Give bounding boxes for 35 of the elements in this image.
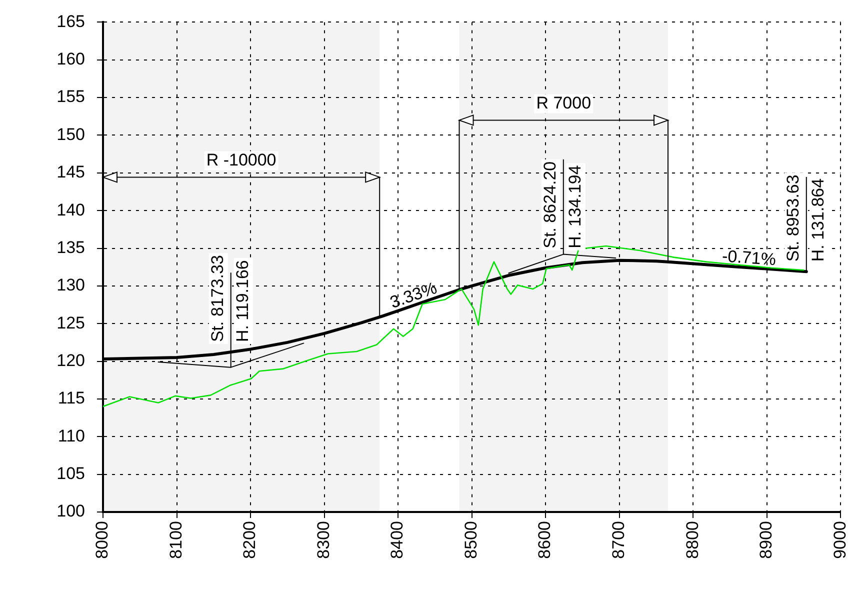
y-tick-label: 145 <box>56 162 85 182</box>
y-tick-label: 105 <box>56 464 85 484</box>
annotation: H. 134.194 <box>566 165 585 248</box>
x-tick-label: 9000 <box>830 521 850 559</box>
band-label: R 7000 <box>536 93 592 112</box>
annotation: H. 131.864 <box>808 178 828 262</box>
band-label: R -10000 <box>206 150 276 170</box>
y-tick-label: 140 <box>56 200 85 220</box>
y-tick-label: 120 <box>56 350 85 370</box>
y-tick-label: 150 <box>56 124 85 144</box>
annotation: St. 8953.63 <box>784 174 803 262</box>
annotation: 3.33% <box>388 278 440 312</box>
annotation: -0.71% <box>722 246 777 270</box>
x-tick-label: 8500 <box>461 521 480 559</box>
y-tick-label: 165 <box>56 12 85 31</box>
y-tick-label: 125 <box>56 313 85 332</box>
x-tick-label: 8200 <box>240 521 260 559</box>
x-tick-label: 8400 <box>388 521 407 559</box>
x-tick-label: 8000 <box>92 521 112 559</box>
x-tick-label: 8700 <box>609 521 628 559</box>
y-tick-label: 130 <box>56 276 85 295</box>
annotation: St. 8173.33 <box>208 255 228 342</box>
x-tick-label: 8100 <box>166 521 186 559</box>
x-tick-label: 8600 <box>535 521 554 559</box>
y-tick-label: 160 <box>56 50 85 69</box>
annotation: St. 8624.20 <box>540 161 560 248</box>
y-tick-label: 115 <box>58 388 85 408</box>
y-tick-label: 155 <box>56 87 85 106</box>
y-tick-label: 100 <box>56 502 85 521</box>
annotation: H. 119.166 <box>233 260 252 342</box>
x-tick-label: 8900 <box>756 521 776 559</box>
x-tick-label: 8800 <box>682 521 702 559</box>
y-tick-label: 135 <box>56 238 85 257</box>
x-tick-label: 8300 <box>314 521 333 559</box>
y-tick-label: 110 <box>58 426 85 446</box>
